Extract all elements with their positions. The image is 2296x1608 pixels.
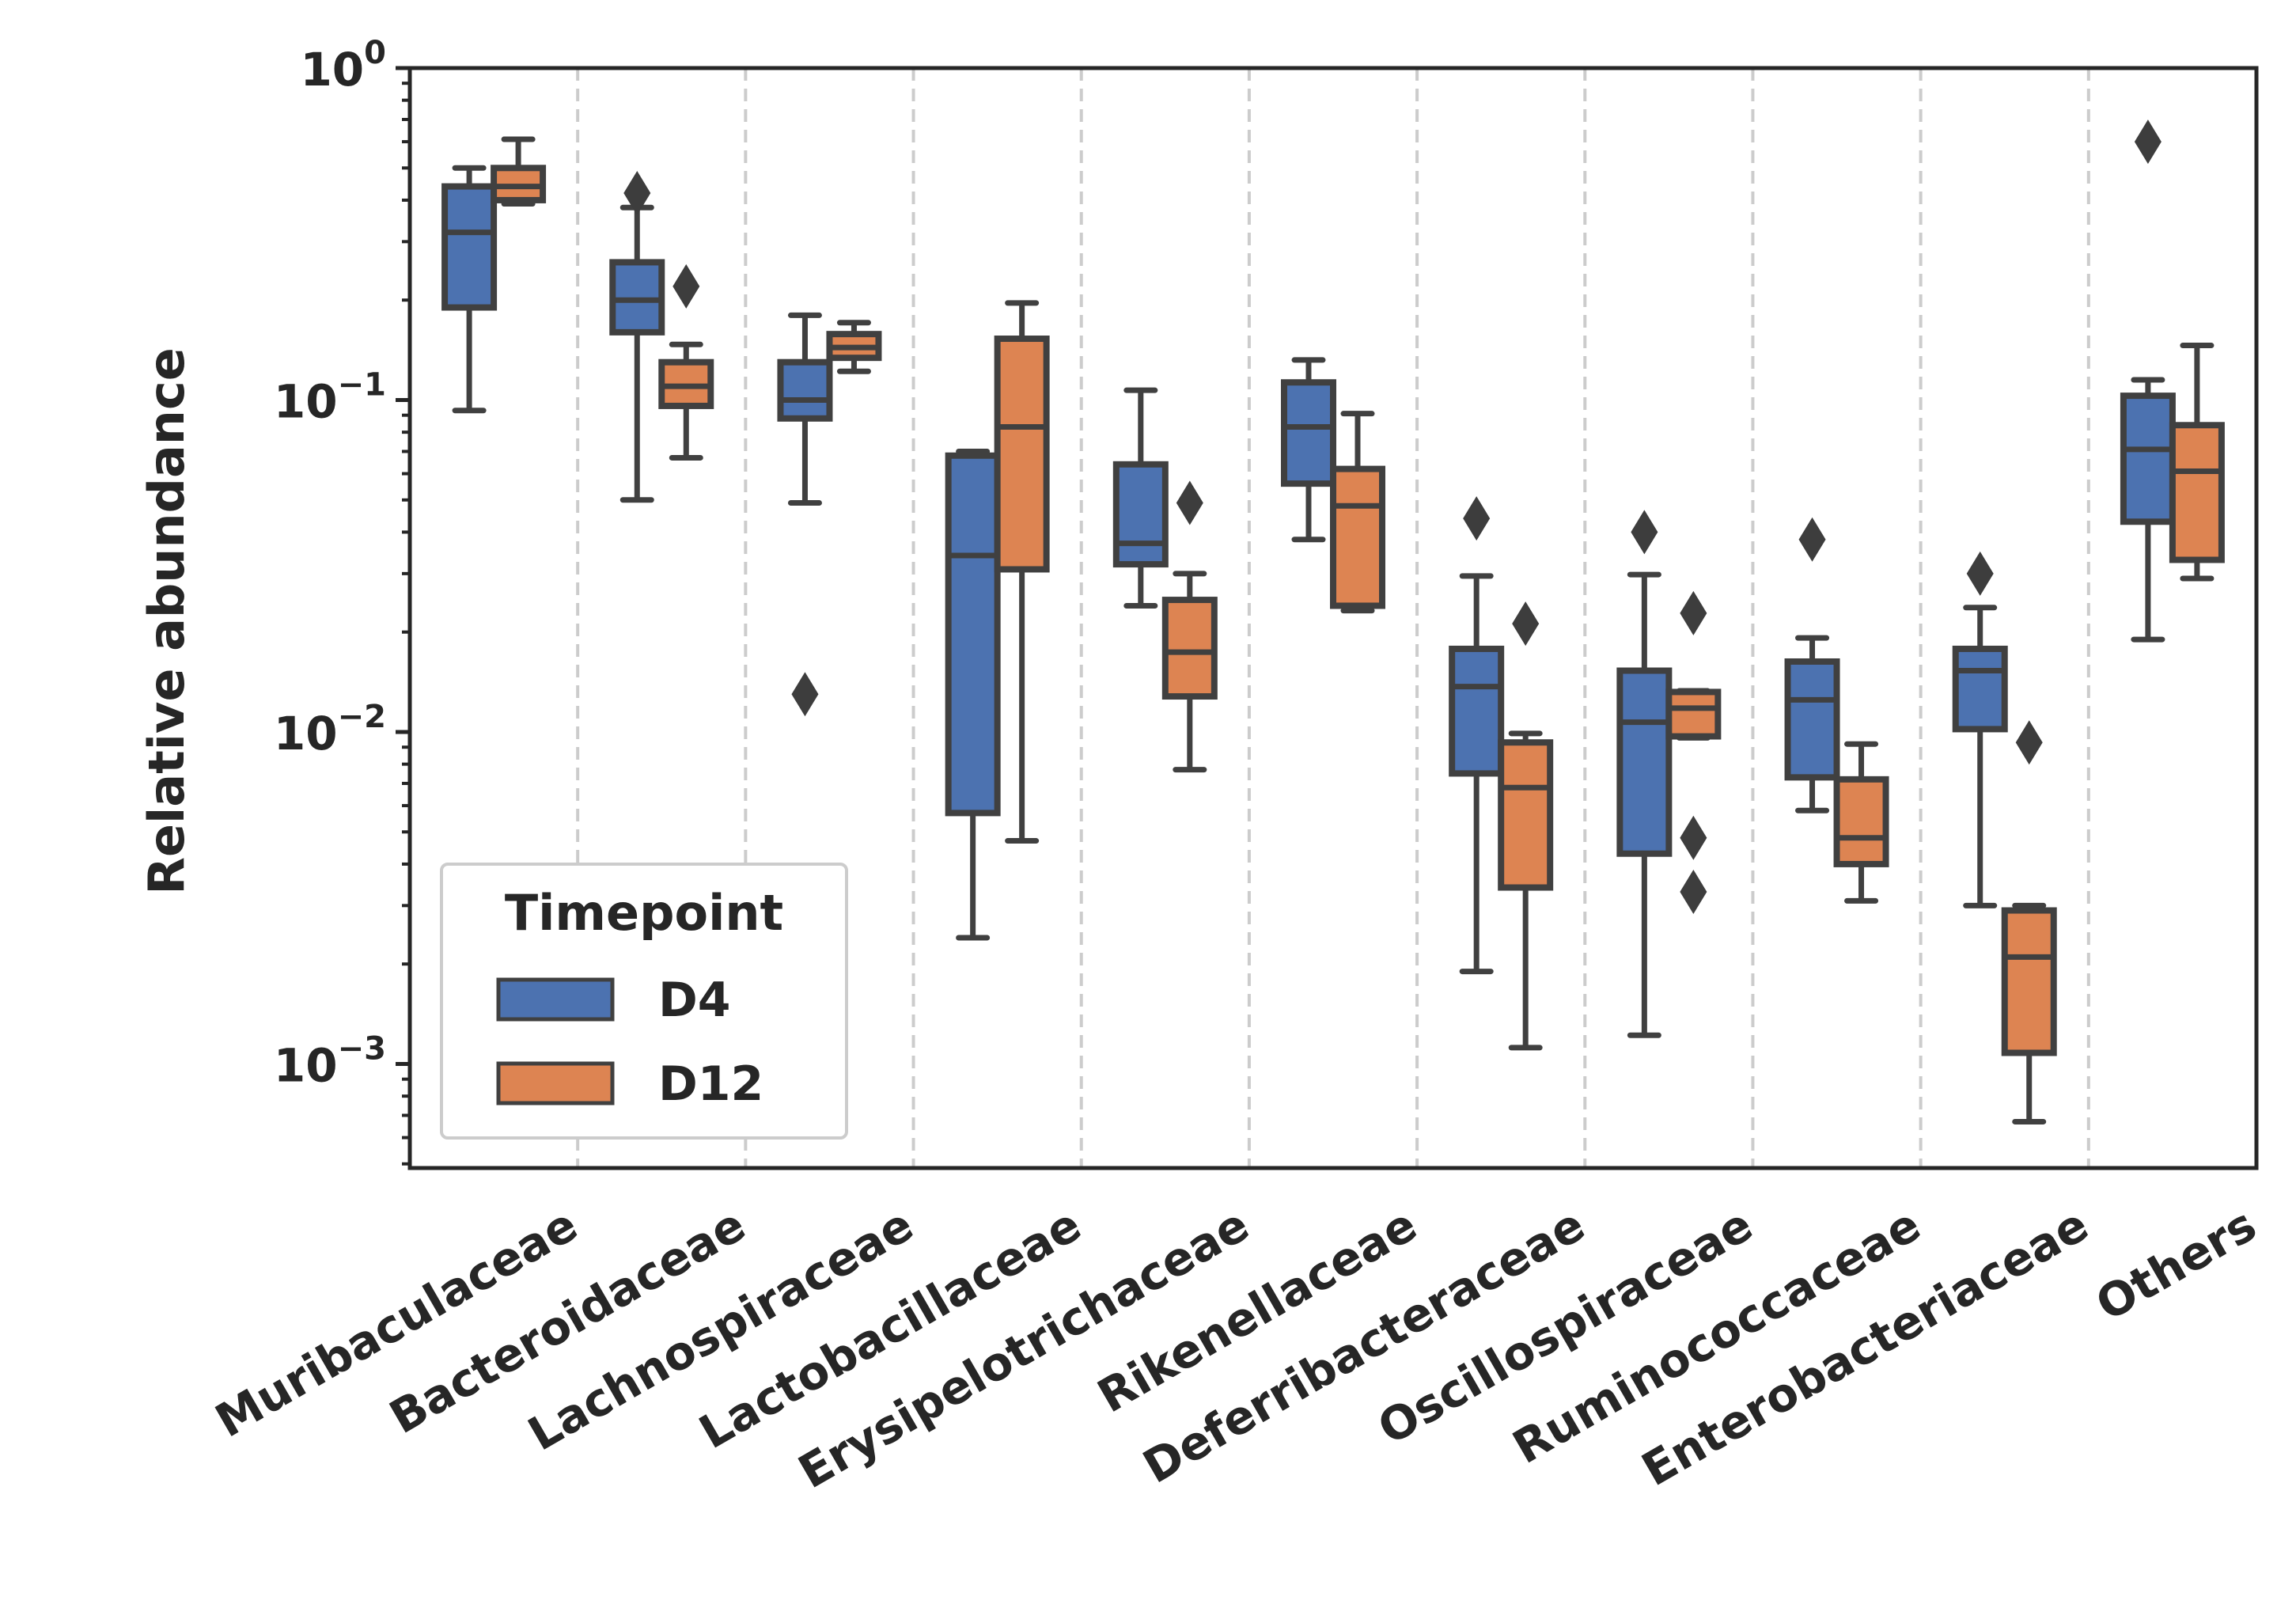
box-d4-7	[1616, 510, 1673, 1038]
box-d12-6	[1498, 601, 1554, 1051]
box-iqr	[1330, 465, 1385, 609]
box-d4-6	[1449, 496, 1505, 975]
box-iqr	[2001, 907, 2057, 1056]
box-iqr	[2169, 422, 2225, 563]
legend-label-d12: D12	[658, 1056, 763, 1112]
outlier-marker	[1798, 517, 1826, 562]
outlier-marker	[791, 672, 819, 717]
box-d12-7	[1665, 590, 1722, 914]
box-d4-0	[441, 165, 498, 414]
outlier-marker	[1631, 510, 1658, 555]
plot-frame	[407, 66, 2259, 1170]
outlier-marker	[1680, 590, 1707, 635]
box-iqr	[777, 358, 833, 422]
outlier-marker	[673, 264, 700, 309]
y-tick-label: 10−1	[274, 367, 386, 429]
box-d4-8	[1784, 517, 1840, 813]
box-d4-5	[1281, 357, 1336, 543]
outlier-marker	[2134, 119, 2161, 165]
outlier-marker	[1463, 496, 1491, 541]
box-d12-2	[826, 320, 882, 374]
outlier-marker	[1512, 601, 1540, 647]
y-tick-label: 100	[300, 35, 386, 97]
box-d12-10	[2169, 343, 2225, 582]
box-d12-1	[658, 264, 714, 461]
box-iqr	[1665, 688, 1722, 740]
box-d4-10	[2120, 119, 2176, 643]
box-iqr	[2120, 393, 2176, 525]
box-iqr	[1784, 658, 1840, 781]
outlier-marker	[1680, 869, 1707, 914]
outlier-marker	[2015, 720, 2043, 765]
legend: Timepoint D4 D12	[440, 863, 848, 1140]
box-d4-1	[609, 171, 665, 503]
box-d4-3	[945, 448, 1001, 941]
box-d12-8	[1833, 741, 1889, 904]
box-d12-3	[994, 300, 1050, 844]
box-iqr	[1281, 379, 1336, 487]
legend-swatch-d12	[496, 1061, 615, 1106]
outlier-marker	[1966, 551, 1994, 596]
outlier-marker	[1680, 815, 1707, 860]
outlier-marker	[623, 171, 651, 216]
box-iqr	[1449, 645, 1505, 777]
box-iqr	[1112, 461, 1169, 568]
legend-label-d4: D4	[658, 973, 731, 1028]
outlier-marker	[1176, 480, 1203, 525]
box-d12-4	[1161, 480, 1218, 773]
legend-swatch-d4	[496, 977, 615, 1022]
box-iqr	[1498, 739, 1554, 891]
box-iqr	[609, 259, 665, 336]
box-iqr	[994, 336, 1050, 573]
y-tick-label: 10−2	[274, 699, 386, 760]
box-layer	[441, 119, 2225, 1124]
box-d12-5	[1330, 411, 1385, 614]
box-iqr	[1952, 645, 2008, 733]
box-d4-2	[777, 312, 833, 717]
box-iqr	[945, 452, 1001, 817]
axis-layer: 10010−110−210−3MuribaculaceaeBacteroidac…	[206, 35, 2265, 1499]
box-d4-4	[1112, 387, 1169, 609]
y-tick-label: 10−3	[274, 1031, 386, 1093]
box-iqr	[1616, 667, 1673, 857]
legend-title: Timepoint	[505, 884, 783, 942]
box-iqr	[1161, 597, 1218, 700]
box-iqr	[441, 183, 498, 311]
y-axis-title: Relative abundance	[138, 347, 195, 894]
box-d4-9	[1952, 551, 2008, 908]
box-d12-0	[491, 136, 547, 207]
x-tick-label: Others	[2087, 1197, 2265, 1331]
box-iqr	[1833, 776, 1889, 867]
box-d12-9	[2001, 720, 2057, 1124]
